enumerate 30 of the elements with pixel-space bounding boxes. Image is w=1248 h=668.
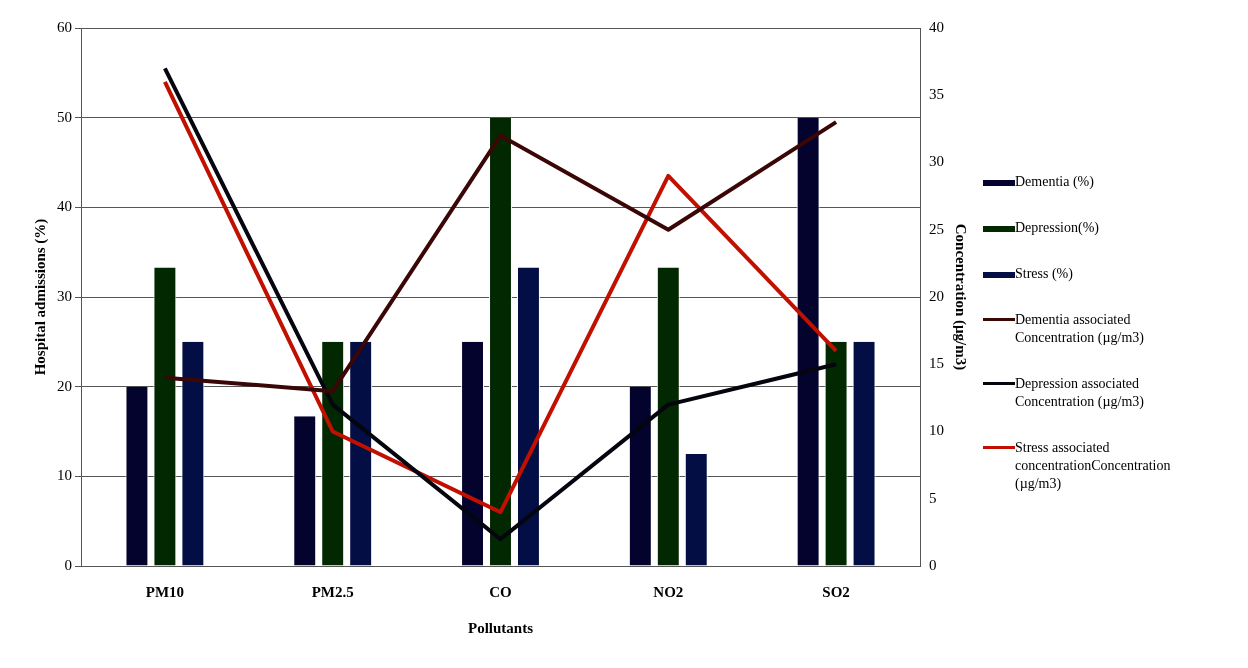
y2-tick-label: 10 [929,422,944,439]
y-axis-title: Hospital admissions (%) [31,218,49,376]
legend-label: Depression associated Concentration (µg/m3) [1015,375,1144,411]
y-tick-label: 20 [57,377,72,394]
legend-label: Dementia (%) [1015,173,1094,191]
x-tick-label: CO [489,583,512,600]
y-tick-label: 30 [57,287,72,304]
x-tick-label: PM10 [145,583,185,600]
x-tick-label: SO2 [822,583,850,600]
legend-label: Stress associated concentrationConcentration (µg/m3) [1015,439,1171,493]
y2-axis-title: Concentration (µg/m3) [952,223,970,371]
x-tick-label: NO2 [653,583,684,600]
legend-label: Depression(%) [1015,219,1099,237]
y2-tick-label: 0 [929,556,937,573]
y-tick-label: 60 [57,18,72,35]
y2-tick-label: 35 [929,86,944,103]
y2-tick-label: 5 [929,489,937,506]
y-tick-label: 10 [57,467,72,484]
y2-tick-label: 40 [929,18,944,35]
y-tick-label: 50 [57,108,72,125]
legend-label: Dementia associated Concentration (µg/m3) [1015,311,1144,347]
y-tick-label: 40 [57,198,72,215]
x-tick-label: PM2.5 [311,583,354,600]
y-tick-label: 0 [64,556,72,573]
legend-label: Stress (%) [1015,265,1073,283]
y2-tick-label: 15 [929,355,944,372]
y2-tick-label: 25 [929,220,944,237]
y2-tick-label: 30 [929,153,944,170]
x-axis-title: Pollutants [467,619,534,636]
y2-tick-label: 20 [929,287,944,304]
